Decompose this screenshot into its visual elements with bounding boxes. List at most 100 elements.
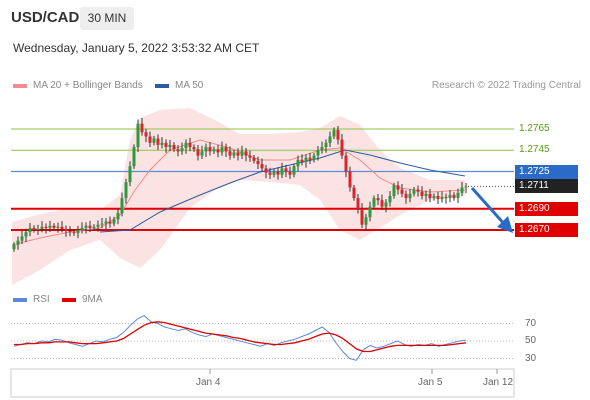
candle-body (96, 224, 100, 227)
chart-datetime: Wednesday, January 5, 2022 3:53:32 AM CE… (13, 41, 260, 55)
ma50-swatch (155, 83, 169, 88)
candle-body (28, 227, 32, 233)
candle-body (408, 193, 412, 199)
candle-body (324, 142, 328, 148)
candle-body (92, 226, 96, 228)
rsi-label: RSI (33, 294, 50, 305)
candle-body (12, 244, 16, 250)
candle-body (348, 171, 352, 188)
candle-body (224, 147, 228, 152)
candle-body (168, 144, 172, 148)
rsi-ma9-line (14, 321, 467, 353)
candle-body (40, 226, 44, 229)
ma9-label: 9MA (82, 294, 103, 305)
forecast-arrow-shaft (470, 186, 508, 228)
candle-body (32, 227, 36, 230)
candle-body (68, 231, 72, 233)
candle-body (132, 147, 136, 167)
candle-body (340, 139, 344, 156)
candle-body (420, 191, 424, 196)
candle-body (200, 151, 204, 156)
candle-body (384, 202, 388, 207)
candle-body (356, 198, 360, 209)
candle-body (288, 171, 292, 175)
candle-body (364, 217, 368, 225)
candle-body (52, 225, 56, 228)
candle-body (336, 130, 340, 140)
candle-body (84, 225, 88, 228)
timeframe-button[interactable]: 30 MIN (80, 7, 134, 30)
candle-body (304, 157, 308, 162)
candle-body (208, 147, 212, 152)
candle-body (328, 136, 332, 143)
candle-body (120, 198, 124, 213)
candle-body (280, 168, 284, 175)
candle-body (188, 142, 192, 148)
candle-body (116, 212, 120, 220)
legend-ma50: MA 50 (155, 80, 203, 91)
rsi-tick-label: 50 (525, 335, 537, 346)
candle-body (80, 227, 84, 230)
candle-body (372, 198, 376, 207)
level-label-r2: 1.2765 (519, 123, 550, 134)
candle-body (268, 172, 272, 175)
candle-body (240, 151, 244, 156)
candle-body (236, 152, 240, 156)
candle-body (104, 221, 108, 224)
candle-body (292, 166, 296, 175)
level-label-last: 1.2711 (515, 179, 578, 194)
candle-body (360, 208, 364, 225)
candle-body (108, 221, 112, 224)
candle-body (448, 194, 452, 199)
time-axis-frame (10, 368, 515, 398)
candle-body (64, 228, 68, 232)
candle-body (312, 155, 316, 160)
candle-body (392, 185, 396, 196)
candle-body (212, 149, 216, 152)
candle-body (128, 166, 132, 183)
candle-body (248, 155, 252, 158)
candle-body (432, 195, 436, 199)
candle-body (148, 136, 152, 143)
ma50-label: MA 50 (175, 80, 204, 91)
candle-body (156, 138, 160, 145)
legend-rsi: RSI (13, 294, 50, 305)
candle-body (56, 226, 60, 228)
candle-body (48, 225, 52, 228)
candle-body (164, 142, 168, 148)
candle-body (308, 157, 312, 160)
rsi-tick-label: 30 (525, 352, 537, 364)
candle-body (316, 150, 320, 156)
candle-body (396, 185, 400, 190)
candle-body (216, 149, 220, 153)
candle-body (220, 147, 224, 153)
candle-body (424, 193, 428, 196)
candle-body (172, 144, 176, 150)
candle-body (88, 225, 92, 228)
candle-body (256, 160, 260, 165)
candle-body (260, 164, 264, 169)
candle-body (196, 149, 200, 156)
candle-body (296, 159, 300, 167)
candle-body (204, 147, 208, 152)
candle-body (380, 200, 384, 207)
candle-body (264, 168, 268, 173)
rsi-tick-label: 70 (525, 317, 537, 329)
legend-ma20: MA 20 + Bollinger Bands (13, 80, 143, 91)
candle-body (228, 151, 232, 156)
level-label-r1: 1.2745 (519, 144, 550, 156)
time-axis-label: Jan 4 (196, 377, 221, 388)
level-label-s2: 1.2670 (515, 223, 578, 237)
candle-body (436, 195, 440, 200)
candle-body (428, 193, 432, 199)
candle-body (112, 219, 116, 224)
candle-body (344, 155, 348, 172)
candle-body (300, 159, 304, 162)
rsi-swatch (13, 297, 27, 302)
candle-body (244, 151, 248, 156)
candle-body (404, 193, 408, 199)
candle-body (232, 152, 236, 156)
candle-body (192, 147, 196, 150)
candle-body (332, 130, 336, 137)
